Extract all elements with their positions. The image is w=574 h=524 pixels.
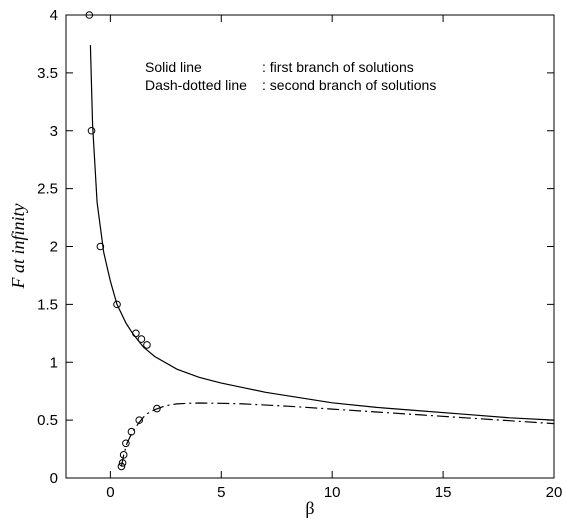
data-point-marker	[135, 416, 143, 424]
y-tick-label: 0.5	[37, 412, 58, 429]
data-point-marker	[119, 451, 128, 459]
data-point-marker	[143, 341, 151, 349]
y-tick-label: 3.5	[37, 65, 58, 82]
note-label-solid: Solid line	[145, 59, 202, 75]
x-tick-label: 10	[324, 484, 341, 501]
data-point-marker	[117, 462, 126, 471]
data-point-marker	[87, 126, 96, 135]
second-branch-line	[120, 402, 555, 467]
x-tick-label: 0	[106, 484, 114, 501]
markers	[85, 11, 161, 471]
y-tick-label: 1	[50, 354, 58, 371]
data-point-marker	[132, 329, 140, 338]
y-axis-title: F at infinity	[8, 203, 28, 289]
data-point-marker	[127, 427, 136, 436]
y-tick-label: 4	[50, 7, 58, 24]
x-tick-label: 20	[546, 484, 563, 501]
ticks	[66, 14, 555, 479]
y-tick-label: 3	[50, 123, 58, 140]
data-point-marker	[153, 404, 161, 413]
y-tick-label: 2.5	[37, 181, 58, 198]
y-tick-label: 0	[50, 470, 58, 487]
y-tick-label: 2	[50, 239, 58, 256]
note-text-solid: : first branch of solutions	[262, 59, 414, 75]
note-label-dashdot: Dash-dotted line	[145, 77, 247, 93]
data-point-marker	[122, 439, 130, 448]
x-axis-title: β	[305, 498, 314, 518]
data-point-marker	[96, 242, 105, 251]
x-tick-label: 15	[435, 484, 452, 501]
tick-labels: 0 5 10 15 20 0 0.5 1 1.5 2 2.5 3 3.5 4	[37, 7, 562, 501]
data-point-marker	[85, 11, 94, 19]
x-tick-label: 5	[217, 484, 225, 501]
data-point-marker	[137, 335, 146, 343]
data-point-marker	[118, 459, 127, 467]
y-tick-label: 1.5	[37, 296, 58, 313]
data-point-marker	[113, 300, 121, 309]
first-branch-line	[89, 45, 555, 421]
series-lines	[89, 45, 555, 467]
note-text-dashdot: : second branch of solutions	[262, 77, 436, 93]
